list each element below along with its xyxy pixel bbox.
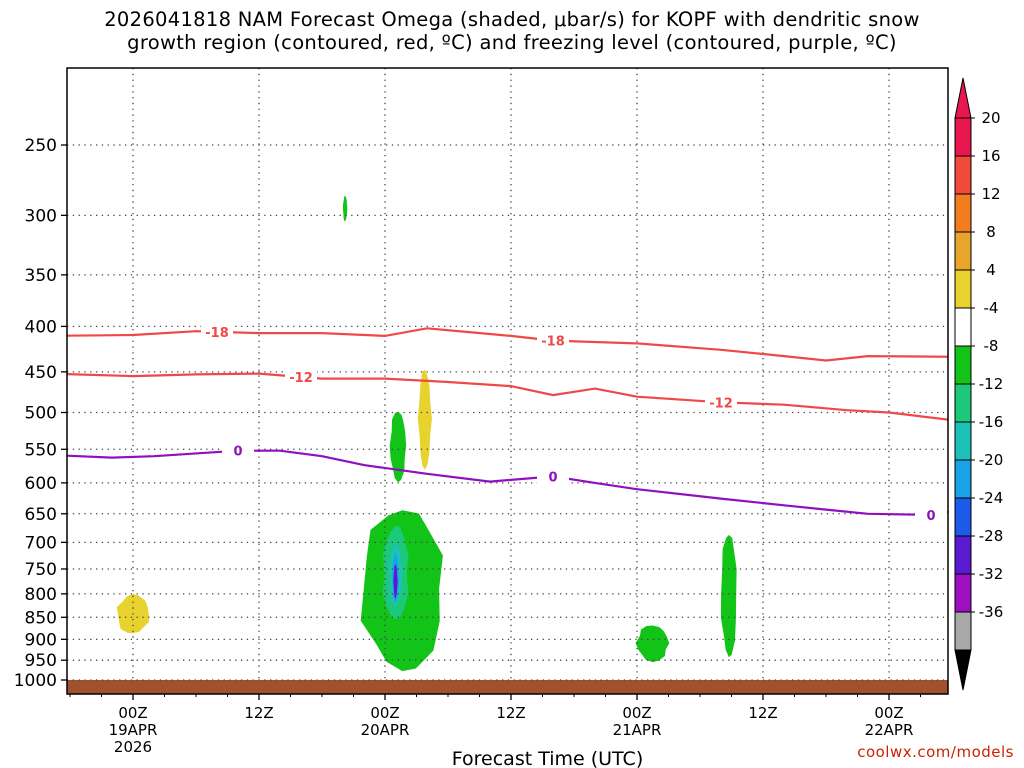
colorbar-swatch-11: [954, 535, 972, 575]
x-tick-label-60-0: 12Z: [748, 704, 777, 722]
x-tick-label-0-0: 00Z: [118, 704, 147, 722]
colorbar-label-6: -8: [984, 337, 999, 355]
y-tick-label-550: 550: [25, 440, 57, 460]
colorbar-swatch-7: [954, 383, 972, 423]
colorbar-swatch-8: [954, 421, 972, 461]
omega-region-1: [342, 195, 348, 222]
contour-label-bg-0-0: [201, 323, 233, 340]
colorbar-label-1: 16: [981, 147, 1000, 165]
omega-region-3: [389, 411, 407, 483]
y-tick-label-350: 350: [25, 266, 57, 286]
x-tick-label-24-0: 00Z: [370, 704, 399, 722]
y-tick-label-900: 900: [25, 630, 57, 650]
contour-line-1: [67, 372, 948, 421]
colorbar-top-arrow: [954, 77, 972, 119]
x-tick-label-72-0: 00Z: [874, 704, 903, 722]
contour-label-2-2: 0: [926, 509, 935, 524]
contour-line-0: [67, 327, 948, 362]
colorbar-swatch-9: [954, 459, 972, 499]
colorbar-swatch-5: [954, 307, 972, 347]
colorbar-swatch-12: [954, 573, 972, 613]
y-tick-label-500: 500: [25, 404, 57, 424]
contour-label-0-1: -18: [541, 335, 565, 350]
y-tick-label-750: 750: [25, 560, 57, 580]
x-tick-label-72-1: 22APR: [865, 721, 914, 739]
colorbar-swatch-13: [954, 611, 972, 651]
contour-label-bg-2-2: [915, 506, 947, 523]
x-tick-label-12-0: 12Z: [244, 704, 273, 722]
omega-region-8: [393, 564, 398, 599]
contour-label-2-1: 0: [548, 470, 557, 485]
x-tick-label-36-0: 12Z: [496, 704, 525, 722]
y-tick-label-300: 300: [25, 206, 57, 226]
contour-label-1-0: -12: [289, 371, 313, 386]
colorbar-label-4: 4: [986, 261, 996, 279]
y-tick-label-400: 400: [25, 317, 57, 337]
x-tick-label-48-0: 00Z: [622, 704, 651, 722]
y-tick-label-850: 850: [25, 608, 57, 628]
contour-label-bg-1-0: [285, 368, 317, 385]
omega-region-2: [417, 369, 432, 470]
colorbar-bottom-arrow: [954, 649, 972, 691]
colorbar-label-9: -20: [979, 451, 1004, 469]
y-tick-label-650: 650: [25, 505, 57, 525]
contour-label-bg-0-1: [537, 332, 569, 349]
colorbar-label-0: 20: [981, 109, 1000, 127]
colorbar-label-13: -36: [979, 603, 1004, 621]
colorbar-label-3: 8: [986, 223, 996, 241]
omega-region-9: [635, 625, 670, 663]
contour-label-bg-2-0: [222, 442, 254, 459]
ground-surface: [67, 680, 948, 694]
colorbar-label-7: -12: [979, 375, 1004, 393]
y-tick-label-1000: 1000: [14, 671, 57, 691]
colorbar-swatch-2: [954, 193, 972, 233]
colorbar-swatch-10: [954, 497, 972, 537]
colorbar-label-8: -16: [979, 413, 1004, 431]
x-tick-label-24-1: 20APR: [361, 721, 410, 739]
colorbar-swatch-1: [954, 155, 972, 195]
site-credit: coolwx.com/models: [857, 743, 1014, 761]
plot-frame: [66, 67, 949, 695]
colorbar-swatch-6: [954, 345, 972, 385]
chart-title-line2: growth region (contoured, red, ºC) and f…: [127, 31, 897, 54]
colorbar-label-11: -28: [979, 527, 1004, 545]
chart-title-line1: 2026041818 NAM Forecast Omega (shaded, μ…: [104, 8, 920, 31]
x-tick-label-48-1: 21APR: [613, 721, 662, 739]
y-tick-label-700: 700: [25, 533, 57, 553]
contour-label-bg-1-1: [705, 394, 737, 411]
contour-label-0-0: -18: [205, 326, 229, 341]
colorbar-label-10: -24: [979, 489, 1004, 507]
colorbar-label-12: -32: [979, 565, 1004, 583]
contour-label-1-1: -12: [709, 396, 733, 411]
y-tick-label-450: 450: [25, 363, 57, 383]
colorbar-label-2: 12: [981, 185, 1000, 203]
y-tick-label-600: 600: [25, 474, 57, 494]
colorbar-swatch-3: [954, 231, 972, 271]
y-tick-label-250: 250: [25, 136, 57, 156]
colorbar-swatch-0: [954, 117, 972, 157]
colorbar-label-5: -4: [984, 299, 999, 317]
x-axis-title: Forecast Time (UTC): [452, 748, 643, 768]
x-tick-label-0-1: 19APR: [109, 721, 158, 739]
colorbar-swatch-4: [954, 269, 972, 309]
contour-line-2: [67, 449, 948, 517]
contour-label-2-0: 0: [233, 445, 242, 460]
contour-label-bg-2-1: [537, 468, 569, 485]
x-tick-label-0-2: 2026: [114, 738, 152, 756]
omega-region-10: [720, 534, 737, 658]
y-tick-label-800: 800: [25, 585, 57, 605]
y-tick-label-950: 950: [25, 651, 57, 671]
